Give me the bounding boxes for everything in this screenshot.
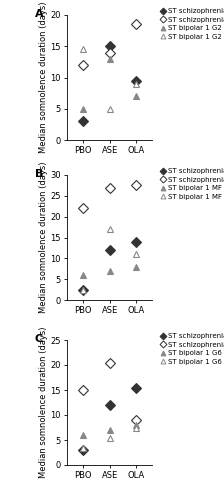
- Text: C: C: [35, 334, 43, 344]
- Legend: ST schizophrenia G2 < 4, ST schizophrenia G2 ≥ 4, ST bipolar 1 G2 < 4, ST bipola: ST schizophrenia G2 < 4, ST schizophreni…: [160, 8, 224, 40]
- Y-axis label: Median somnolence duration (days): Median somnolence duration (days): [39, 2, 48, 153]
- Text: B: B: [35, 169, 43, 179]
- Y-axis label: Median somnolence duration (days): Median somnolence duration (days): [39, 327, 48, 478]
- Legend: ST schizophrenia MF < 16, ST schizophrenia MF ≥ 16, ST bipolar 1 MF < 16, ST bip: ST schizophrenia MF < 16, ST schizophren…: [160, 168, 224, 200]
- Legend: ST schizophrenia G6 < 4, ST schizophrenia G6 ≥ 4, ST bipolar 1 G6 < 4, ST bipola: ST schizophrenia G6 < 4, ST schizophreni…: [160, 334, 224, 365]
- Text: A: A: [35, 8, 43, 18]
- Y-axis label: Median somnolence duration (days): Median somnolence duration (days): [39, 162, 47, 313]
